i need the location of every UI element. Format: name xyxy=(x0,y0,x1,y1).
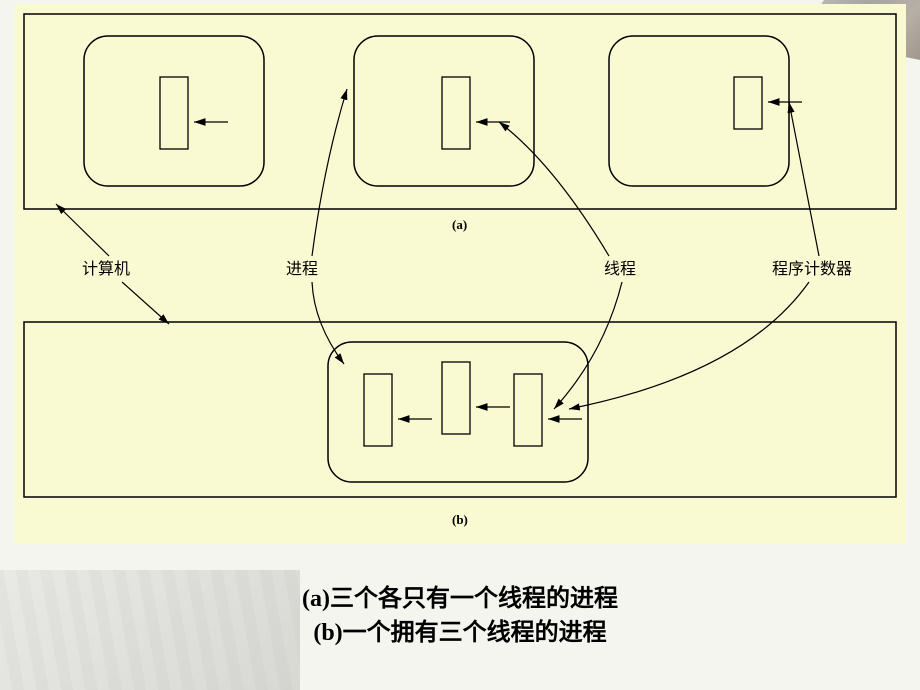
caption-a-text: (a)三个各只有一个线程的进程 xyxy=(302,586,618,612)
svg-text:计算机: 计算机 xyxy=(82,259,130,278)
thread-process-diagram: 计算机 进程 线程 程序计数器 (a) (b) xyxy=(14,4,906,544)
svg-text:(b): (b) xyxy=(452,512,468,527)
svg-text:程序计数器: 程序计数器 xyxy=(772,260,852,278)
caption-b-text: (b)一个拥有三个线程的进程 xyxy=(313,620,606,646)
caption-a: (a)三个各只有一个线程的进程 xyxy=(0,578,920,613)
caption-b: (b)一个拥有三个线程的进程 xyxy=(0,612,920,647)
diagram-svg: 计算机 进程 线程 程序计数器 (a) (b) xyxy=(14,4,906,544)
svg-text:进程: 进程 xyxy=(286,260,318,278)
svg-text:线程: 线程 xyxy=(604,260,636,278)
svg-text:(a): (a) xyxy=(452,217,467,232)
